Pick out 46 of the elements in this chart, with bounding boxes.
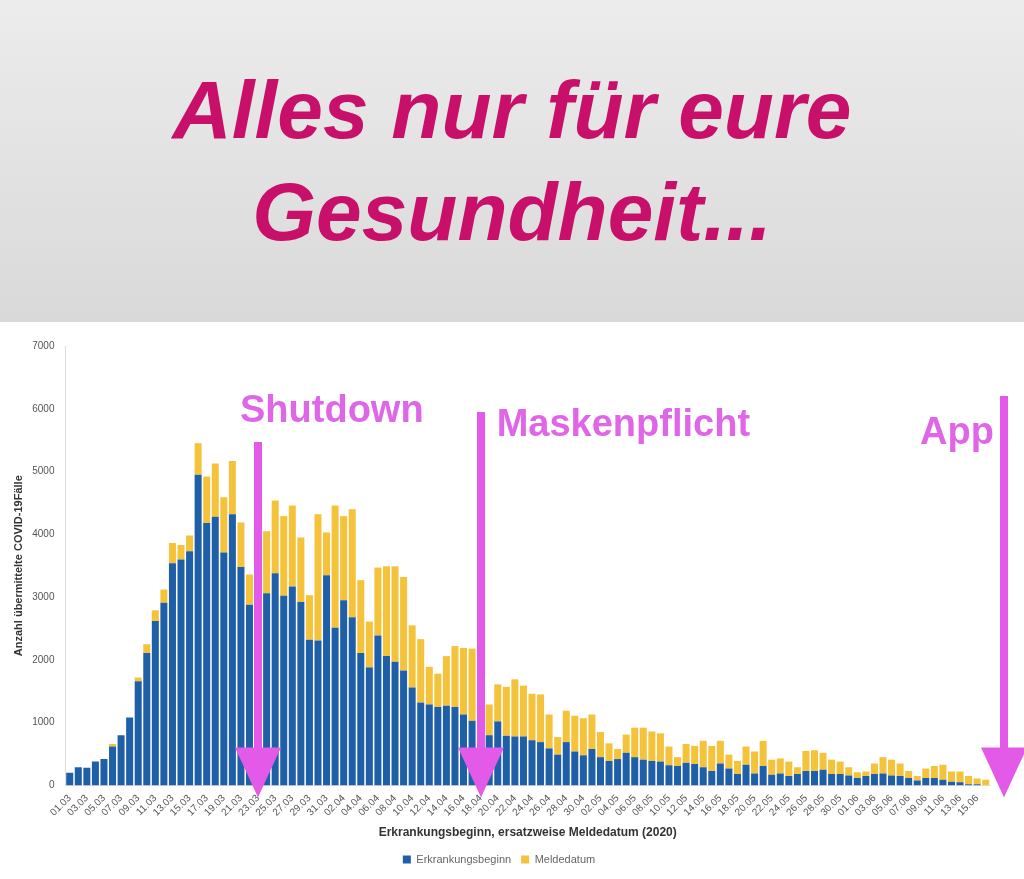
bar [674, 757, 682, 766]
bar [143, 644, 151, 653]
annotation: App [920, 410, 994, 452]
bar [733, 774, 741, 786]
x-axis-title: Erkrankungsbeginn, ersatzweise Meldedatum (2020) [378, 825, 677, 840]
bar [109, 743, 117, 747]
bar [151, 610, 159, 621]
bar [109, 746, 117, 786]
bar [66, 772, 74, 786]
bar [596, 757, 604, 786]
y-axis-title: Anzahl übermittelte COVID-19Fälle [11, 475, 24, 657]
bar [468, 648, 476, 721]
bar [674, 765, 682, 786]
bar [323, 575, 331, 786]
bar [263, 531, 271, 594]
bar [203, 476, 211, 524]
bar [460, 647, 468, 715]
bar [245, 574, 254, 605]
bar [134, 677, 142, 682]
bar [382, 566, 390, 657]
y-tick-label: 7000 [32, 339, 55, 351]
y-tick-label: 3000 [32, 590, 55, 602]
bar [228, 460, 236, 515]
chart-title: Alles nur für eure Gesundheit... [170, 62, 853, 259]
annotation: Maskenpflicht [496, 402, 751, 444]
legend-label: Erkrankungsbeginn [416, 852, 512, 865]
legend-label: Meldedatum [534, 852, 596, 865]
y-tick-label: 4000 [32, 528, 55, 540]
y-tick-label: 5000 [32, 465, 55, 477]
bar [811, 750, 819, 771]
bar [947, 771, 955, 782]
bar [382, 656, 390, 786]
bar [811, 770, 819, 786]
y-tick-label: 6000 [32, 402, 55, 414]
bar [323, 532, 331, 576]
annotation: Shutdown [240, 388, 424, 430]
bar [237, 522, 245, 567]
bar [168, 543, 176, 564]
bar [733, 760, 741, 775]
y-tick-label: 0 [48, 779, 55, 791]
bar [194, 443, 202, 475]
bar [596, 732, 604, 758]
bar [160, 589, 168, 603]
bar [168, 563, 176, 786]
y-tick-label: 1000 [32, 716, 55, 728]
y-tick-label: 2000 [32, 653, 55, 665]
